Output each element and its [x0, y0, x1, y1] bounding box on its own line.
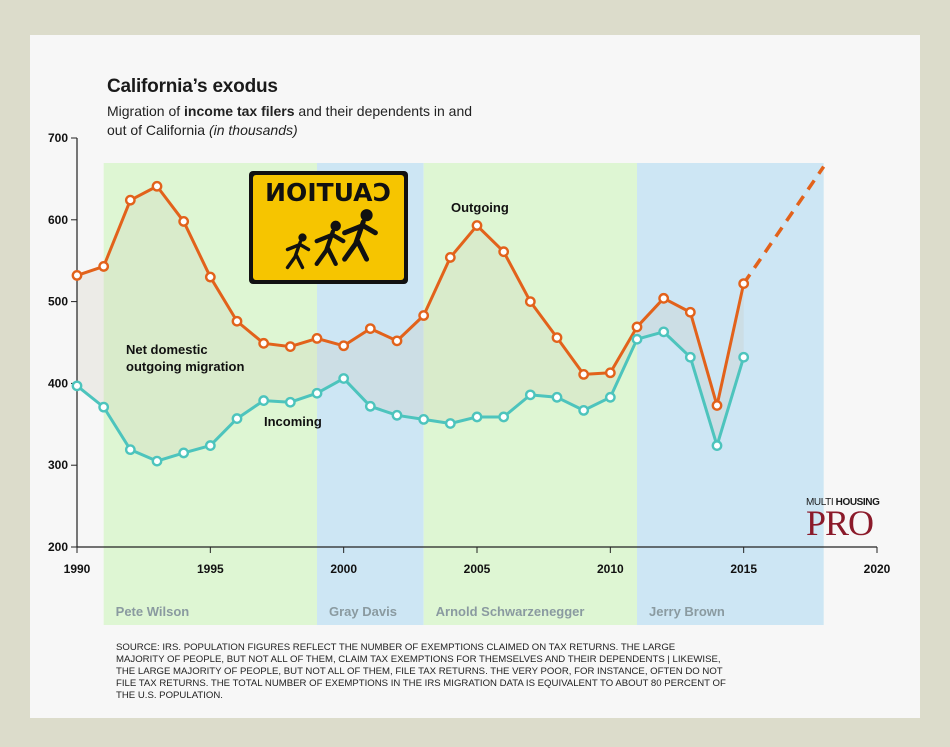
- data-point: [738, 351, 750, 363]
- era-label: Jerry Brown: [649, 604, 725, 619]
- brand-logo-top: MULTI HOUSING: [806, 497, 880, 508]
- data-point: [364, 400, 376, 412]
- era-label: Arnold Schwarzenegger: [436, 604, 585, 619]
- x-tick-label: 2015: [730, 562, 757, 576]
- data-point: [658, 292, 670, 304]
- data-point: [338, 340, 350, 352]
- data-point: [338, 373, 350, 384]
- data-point: [178, 216, 190, 227]
- chart-title: California’s exodus: [107, 76, 278, 97]
- caution-sign: CAUTION: [249, 171, 408, 284]
- data-point: [631, 333, 643, 345]
- y-tick-label: 700: [48, 131, 68, 145]
- data-point: [231, 413, 243, 424]
- series-line: [76, 184, 746, 407]
- data-point: [258, 395, 270, 406]
- running-figure-icon: [285, 233, 311, 270]
- data-point: [364, 323, 376, 334]
- x-tick-label: 2010: [597, 562, 624, 576]
- data-point: [471, 411, 483, 423]
- data-point: [684, 351, 696, 363]
- y-tick-label: 300: [48, 458, 68, 472]
- data-point: [684, 306, 696, 318]
- data-point: [71, 380, 83, 392]
- chart-subtitle: Migration of income tax filers and their…: [107, 103, 473, 138]
- data-point: [578, 404, 590, 416]
- x-tick-label: 2000: [330, 562, 357, 576]
- data-point: [524, 296, 536, 307]
- data-point: [631, 321, 643, 333]
- data-point: [258, 337, 270, 349]
- data-point: [658, 326, 670, 338]
- data-point: [604, 367, 616, 379]
- data-point: [311, 333, 323, 344]
- x-tick-label: 1995: [197, 562, 224, 576]
- data-point: [418, 310, 430, 321]
- y-tick-label: 400: [48, 376, 68, 390]
- data-point: [124, 194, 136, 206]
- title-block: California’s exodus Migration of income …: [107, 76, 487, 140]
- brand-logo-main: PRO: [806, 503, 874, 543]
- data-point: [178, 447, 190, 459]
- data-point: [524, 389, 536, 401]
- data-point: [444, 418, 456, 429]
- projection-line: [742, 165, 826, 285]
- data-point: [284, 341, 296, 352]
- era-band: [637, 163, 824, 625]
- data-point: [444, 252, 456, 263]
- data-point: [551, 332, 563, 343]
- running-figure-icon: [314, 220, 346, 267]
- series-label-incoming: Incoming: [264, 414, 322, 429]
- data-point: [551, 391, 563, 403]
- chart: CAUTION Pete Wilson Gray Davis Arnold Schw…: [48, 131, 891, 625]
- y-tick-label: 200: [48, 540, 68, 554]
- data-point: [71, 270, 83, 281]
- era-label: Gray Davis: [329, 604, 397, 619]
- data-point: [471, 220, 483, 231]
- running-figure-icon: [342, 209, 378, 262]
- x-tick-label: 2020: [864, 562, 891, 576]
- data-point: [391, 335, 403, 347]
- brand-logo: MULTI HOUSING PRO: [806, 497, 906, 543]
- y-tick-label: 500: [48, 295, 68, 309]
- net-migration-area: [77, 186, 744, 462]
- data-point: [151, 180, 163, 192]
- era-label: Pete Wilson: [116, 604, 190, 619]
- data-point: [604, 391, 616, 403]
- data-point: [738, 278, 750, 290]
- x-tick-label: 2005: [464, 562, 491, 576]
- data-point: [498, 411, 510, 423]
- chart-card: CAUTION Pete Wilson Gray Davis Arnold Schw…: [30, 35, 920, 718]
- y-tick-label: 600: [48, 213, 68, 227]
- data-point: [204, 440, 216, 451]
- caution-sign-text: CAUTION: [265, 178, 391, 207]
- net-migration-annotation: outgoing migration: [126, 359, 244, 374]
- data-point: [231, 315, 243, 327]
- series-label-outgoing: Outgoing: [451, 200, 509, 215]
- data-point: [578, 369, 590, 380]
- data-point: [284, 396, 296, 408]
- data-point: [311, 387, 323, 399]
- source-note: SOURCE: IRS. POPULATION FIGURES REFLECT …: [116, 642, 726, 701]
- data-point: [124, 444, 136, 456]
- data-point: [711, 400, 723, 411]
- data-point: [498, 246, 510, 258]
- data-point: [151, 455, 163, 467]
- x-tick-label: 1990: [64, 562, 91, 576]
- data-point: [204, 271, 216, 283]
- data-point: [711, 440, 723, 451]
- data-point: [391, 409, 403, 421]
- data-point: [98, 401, 110, 413]
- net-migration-annotation: Net domestic: [126, 342, 208, 357]
- data-point: [98, 261, 110, 272]
- data-point: [418, 413, 430, 425]
